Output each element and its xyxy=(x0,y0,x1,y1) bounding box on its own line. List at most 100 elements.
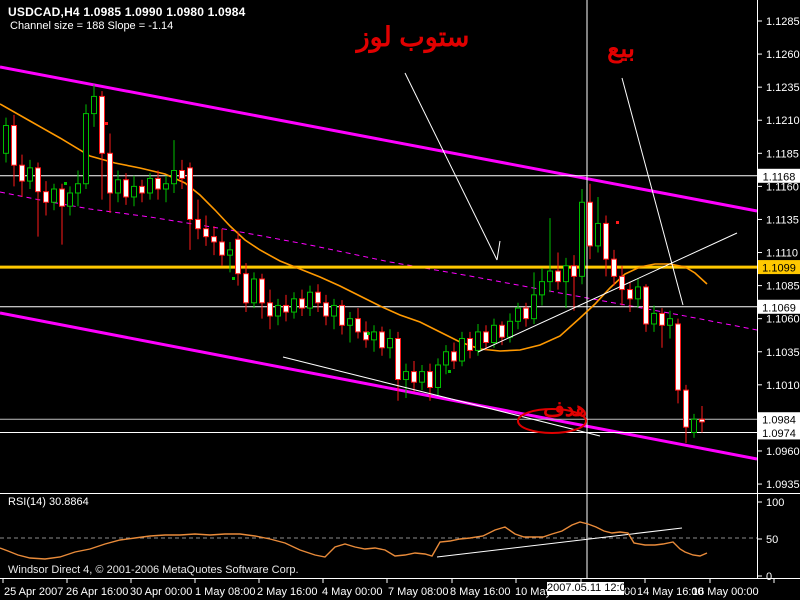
candle-body xyxy=(3,125,9,154)
candle-body xyxy=(75,183,81,194)
price-tick-label: 1.0960 xyxy=(766,446,800,458)
price-level-box xyxy=(758,299,800,314)
candle-body xyxy=(507,320,513,338)
price-tick-label: 1.1060 xyxy=(766,314,800,326)
price-level-box-label: 1.0974 xyxy=(762,428,796,440)
candle-body xyxy=(699,418,705,423)
trend-line xyxy=(621,77,684,306)
price-tick-label: 1.1285 xyxy=(766,16,800,28)
candle-body xyxy=(643,286,649,325)
candle-body xyxy=(451,351,457,362)
candle-body xyxy=(611,258,617,277)
candle-body xyxy=(443,351,449,366)
candle-body xyxy=(347,318,353,326)
green-dot xyxy=(64,182,67,185)
target-ellipse xyxy=(517,408,587,434)
candle-body xyxy=(67,192,73,207)
candle-body xyxy=(259,278,265,304)
candle-body xyxy=(339,304,345,326)
candle-body xyxy=(243,273,249,304)
rsi-indicator-label: RSI(14) 30.8864 xyxy=(8,496,89,508)
price-level-box xyxy=(758,168,800,183)
candle-body xyxy=(571,265,577,277)
candle-body xyxy=(195,218,201,230)
candle-body xyxy=(603,222,609,260)
candle-body xyxy=(419,371,425,383)
candle-body xyxy=(307,291,313,309)
price-tick-label: 1.1085 xyxy=(766,281,800,293)
time-tick-label: 14 May 16:00 xyxy=(637,586,704,598)
price-tick-label: 1.1160 xyxy=(766,181,799,193)
crosshair-date-box: 2007.05.11 12:00 xyxy=(547,582,632,595)
price-tick-label: 1.1185 xyxy=(766,148,799,160)
green-dot xyxy=(367,332,370,335)
candle-body xyxy=(331,304,337,317)
price-tick-label: 1.1235 xyxy=(766,82,800,94)
time-tick-label: 30 Apr 00:00 xyxy=(130,586,192,598)
red-dot xyxy=(616,221,619,224)
candle-body xyxy=(11,125,17,166)
time-tick-label: 26 Apr 16:00 xyxy=(66,586,128,598)
red-dot xyxy=(105,122,108,125)
candle-body xyxy=(171,169,177,185)
candle-body xyxy=(619,275,625,291)
time-tick-label: 25 Apr 2007 xyxy=(4,586,63,598)
symbol-ohlc-readout: USDCAD,H4 1.0985 1.0990 1.0980 1.0984 xyxy=(8,5,246,19)
candle-body xyxy=(363,331,369,341)
candle-body xyxy=(403,371,409,381)
copyright-text: Windsor Direct 4, © 2001-2006 MetaQuotes… xyxy=(8,564,299,576)
channel-line xyxy=(0,65,758,213)
candle-body xyxy=(179,169,185,179)
annotation-stop-loss-text: ستوب لوز xyxy=(356,22,470,52)
price-tick-label: 1.1110 xyxy=(766,248,798,260)
candle-body xyxy=(371,331,377,341)
candle-body xyxy=(267,302,273,317)
candle-body xyxy=(235,238,241,275)
candle-body xyxy=(483,331,489,343)
channel-line xyxy=(0,311,758,461)
time-tick-label: 7 May 08:00 xyxy=(388,586,449,598)
candle-body xyxy=(523,307,529,320)
candle-body xyxy=(219,241,225,256)
candle-body xyxy=(459,338,465,362)
candle-body xyxy=(531,294,537,320)
candle-body xyxy=(379,331,385,349)
candle-body xyxy=(147,177,153,194)
candle-body xyxy=(163,183,169,190)
candle-body xyxy=(555,270,561,283)
candle-body xyxy=(427,371,433,388)
candle-body xyxy=(59,188,65,207)
candle-body xyxy=(411,371,417,383)
rsi-tick-label: 50 xyxy=(766,534,778,546)
trend-line xyxy=(404,72,498,261)
candle-body xyxy=(675,323,681,391)
annotation-sell-text: بيع xyxy=(607,35,635,63)
price-level-box xyxy=(758,260,800,275)
price-tick-label: 1.1260 xyxy=(766,49,800,61)
candle-body xyxy=(387,338,393,349)
candle-body xyxy=(43,191,49,203)
time-tick-label: 4 May 00:00 xyxy=(322,586,383,598)
price-level-box-label: 1.1069 xyxy=(762,302,796,314)
rsi-tick-label: 0 xyxy=(766,571,772,583)
green-dot xyxy=(232,277,235,280)
candle-body xyxy=(499,324,505,338)
price-tick-label: 1.1135 xyxy=(766,214,799,226)
candle-body xyxy=(187,167,193,220)
candle-body xyxy=(395,338,401,381)
candle-body xyxy=(139,185,145,194)
candle-body xyxy=(107,152,113,194)
candle-body xyxy=(91,95,97,115)
candle-body xyxy=(315,291,321,304)
candle-body xyxy=(35,167,41,193)
candle-body xyxy=(283,304,289,313)
time-tick-label: 16 May 00:00 xyxy=(692,586,759,598)
time-tick-label: 2 May 16:00 xyxy=(257,586,318,598)
candle-body xyxy=(691,418,697,433)
price-level-box-label: 1.1099 xyxy=(762,263,796,275)
trend-line xyxy=(282,356,601,437)
candle-body xyxy=(627,289,633,300)
candle-body xyxy=(355,318,361,333)
